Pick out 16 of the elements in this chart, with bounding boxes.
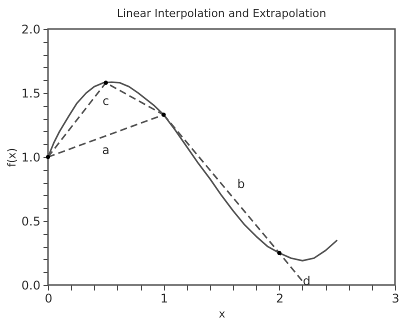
y-tick-label: 1.5 [21, 86, 40, 100]
x-tick-label: 0 [44, 292, 52, 306]
x-tick-label: 2 [276, 292, 284, 306]
y-tick-label: 2.0 [21, 22, 40, 36]
chart-title: Linear Interpolation and Extrapolation [116, 7, 326, 20]
y-tick-label: 0.5 [21, 214, 40, 228]
annotation: c [102, 94, 110, 108]
x-tick-label: 3 [392, 292, 400, 306]
y-tick-label: 0.0 [21, 278, 40, 292]
y-tick-label: 1.0 [21, 150, 40, 164]
annotation: b [237, 176, 245, 191]
annotation: a [102, 142, 110, 157]
y-axis-title: f(x) [5, 148, 18, 167]
x-tick-label: 1 [160, 292, 168, 306]
x-axis-title: x [218, 308, 226, 320]
annotation: d [302, 274, 310, 288]
